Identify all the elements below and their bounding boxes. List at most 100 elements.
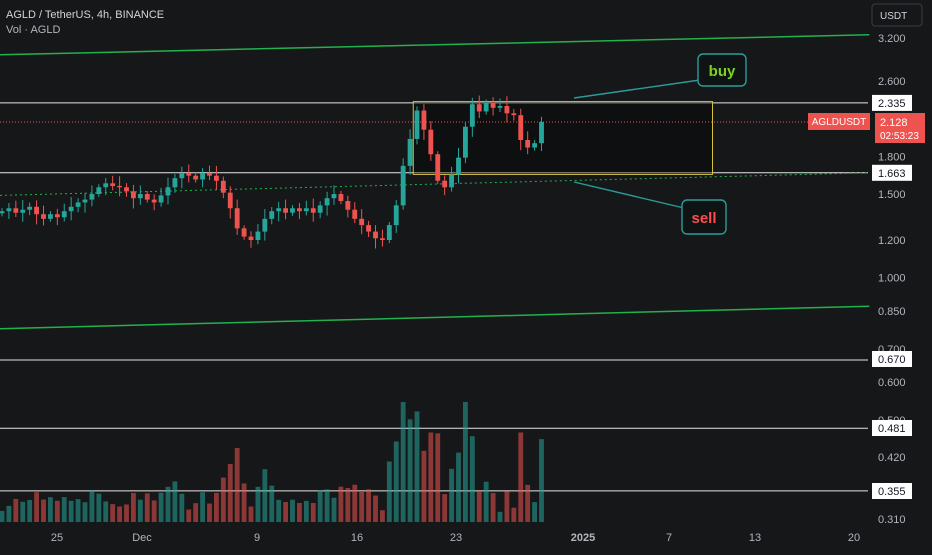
candle-body[interactable] — [234, 208, 240, 229]
candle-body[interactable] — [352, 209, 358, 219]
candle-body[interactable] — [456, 157, 461, 175]
candle-body[interactable] — [518, 115, 524, 141]
candle-body[interactable] — [96, 187, 102, 195]
candle-body[interactable] — [483, 102, 489, 112]
candle-body[interactable] — [144, 194, 150, 200]
candle-body[interactable] — [151, 199, 157, 203]
candle-body[interactable] — [255, 231, 261, 240]
candle-body[interactable] — [393, 205, 399, 226]
candle-body[interactable] — [303, 208, 309, 212]
candle-body[interactable] — [359, 218, 365, 226]
candle-body[interactable] — [117, 185, 123, 188]
candle-body[interactable] — [6, 208, 12, 212]
candle-body[interactable] — [539, 122, 544, 144]
candle-body[interactable] — [186, 173, 192, 176]
candle-body[interactable] — [13, 208, 19, 213]
candle-body[interactable] — [504, 106, 510, 114]
volume-bar — [255, 486, 261, 522]
price-tag-price-bg — [875, 113, 925, 143]
volume-bar — [61, 497, 67, 522]
candle-body[interactable] — [41, 214, 46, 219]
candle-body[interactable] — [462, 126, 468, 158]
candle-body[interactable] — [103, 183, 109, 188]
candle-body[interactable] — [283, 208, 289, 213]
candle-body[interactable] — [476, 104, 482, 112]
candle-body[interactable] — [442, 180, 448, 188]
candle-body[interactable] — [34, 206, 40, 215]
buy-callout[interactable]: buy — [697, 53, 747, 87]
candle-body[interactable] — [269, 211, 275, 219]
candle-body[interactable] — [345, 201, 351, 210]
candle-body[interactable] — [27, 206, 33, 210]
candle-body[interactable] — [200, 173, 206, 180]
candle-body[interactable] — [428, 129, 434, 155]
candle-body[interactable] — [158, 195, 164, 203]
candle-body[interactable] — [421, 110, 427, 130]
candle-body[interactable] — [262, 218, 268, 232]
candle-body[interactable] — [54, 214, 60, 218]
price-axis[interactable]: 3.2002.6001.8001.5001.2001.0000.8500.700… — [878, 33, 906, 526]
time-axis[interactable]: 25 Dec 9 16 23 2025 7 13 20 — [51, 532, 860, 544]
candle-body[interactable] — [331, 194, 337, 199]
candle-body[interactable] — [324, 198, 330, 206]
trendline[interactable] — [0, 305, 870, 330]
candle-body[interactable] — [137, 194, 143, 199]
candle-body[interactable] — [130, 191, 136, 199]
candle-body[interactable] — [366, 225, 372, 232]
candle-body[interactable] — [124, 187, 129, 192]
candle-body[interactable] — [220, 180, 226, 193]
sell-callout[interactable]: sell — [681, 199, 727, 235]
candle-body[interactable] — [193, 175, 199, 180]
candle-body[interactable] — [490, 102, 496, 108]
candle-body[interactable] — [469, 104, 475, 127]
trendline[interactable] — [0, 34, 870, 56]
candle-body[interactable] — [172, 178, 178, 188]
candle-body[interactable] — [449, 174, 455, 188]
candle-body[interactable] — [47, 214, 53, 219]
volume-bar — [373, 495, 378, 522]
time-tick-label: Dec — [132, 532, 152, 544]
price-tick-label: 1.000 — [878, 273, 906, 285]
candle-body[interactable] — [89, 194, 95, 200]
candle-body[interactable] — [525, 140, 531, 148]
candle-body[interactable] — [227, 192, 233, 209]
candle-body[interactable] — [290, 208, 295, 213]
candle-body[interactable] — [379, 238, 385, 240]
candle-body[interactable] — [407, 138, 413, 166]
candle-body[interactable] — [532, 143, 538, 148]
candle-body[interactable] — [317, 205, 323, 213]
currency-button[interactable]: USDT — [871, 3, 923, 27]
candle-body[interactable] — [338, 194, 344, 202]
volume-bar — [366, 489, 372, 522]
candle-body[interactable] — [82, 199, 88, 203]
candle-body[interactable] — [296, 208, 302, 212]
candle-body[interactable] — [68, 206, 74, 212]
candle-body[interactable] — [373, 231, 378, 239]
candle-body[interactable] — [400, 165, 406, 206]
candle-body[interactable] — [179, 173, 185, 179]
range-box[interactable] — [412, 101, 713, 175]
candle-body[interactable] — [276, 208, 282, 212]
candle-body[interactable] — [511, 113, 517, 116]
candle-body[interactable] — [110, 183, 116, 186]
buy-label: buy — [709, 63, 736, 80]
candle-body[interactable] — [165, 187, 171, 196]
candle-body[interactable] — [414, 110, 420, 139]
candle-body[interactable] — [248, 236, 254, 240]
candle-body[interactable] — [20, 209, 26, 213]
candle-body[interactable] — [207, 173, 212, 176]
candle-body[interactable] — [310, 208, 316, 213]
symbol-title: AGLD / TetherUS, 4h, BINANCE — [6, 9, 164, 21]
candle-body[interactable] — [75, 202, 81, 207]
candle-body[interactable] — [213, 175, 219, 181]
candle-body[interactable] — [497, 106, 503, 108]
candle-body[interactable] — [61, 211, 67, 218]
candle-body[interactable] — [241, 228, 247, 237]
price-tag-price: 2.128 — [880, 117, 908, 129]
volume-bar — [490, 493, 496, 522]
candle-body[interactable] — [0, 211, 5, 214]
candle-body[interactable] — [435, 154, 441, 181]
candle-body[interactable] — [386, 225, 392, 240]
